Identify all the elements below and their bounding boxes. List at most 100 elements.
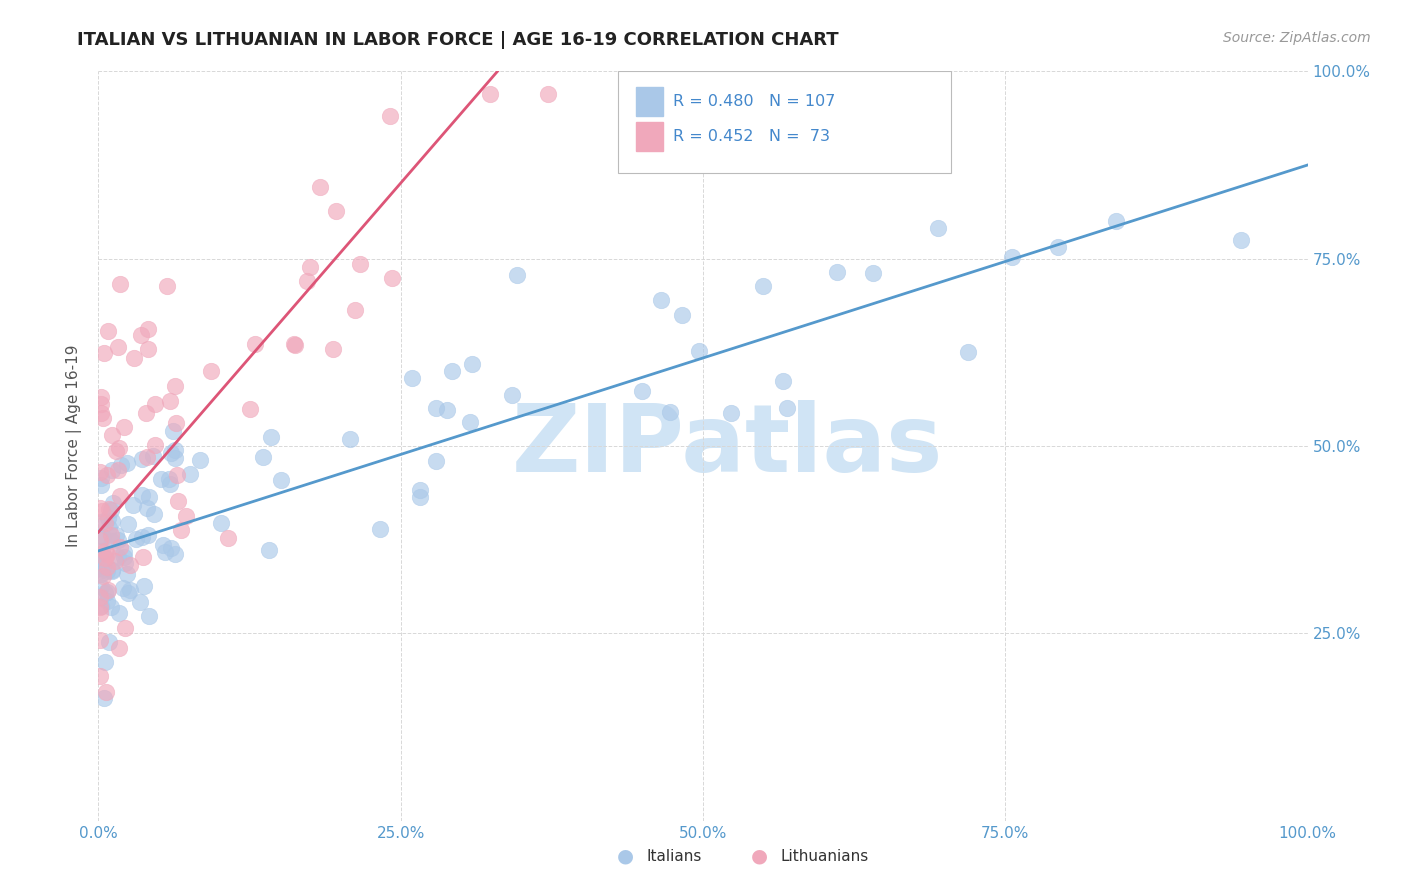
Point xyxy=(252,450,274,464)
Point xyxy=(101,428,124,442)
Point xyxy=(107,549,129,564)
Point xyxy=(460,416,482,430)
Point xyxy=(179,467,201,481)
Point xyxy=(101,533,124,548)
Point xyxy=(370,522,392,536)
Point xyxy=(94,586,117,600)
Point xyxy=(141,449,163,463)
Point xyxy=(90,529,112,543)
Point xyxy=(631,384,654,398)
Point xyxy=(200,364,222,378)
Point xyxy=(94,656,117,670)
Point xyxy=(409,490,432,504)
Point xyxy=(720,406,742,420)
Bar xyxy=(637,87,664,116)
Point xyxy=(409,483,432,498)
Point xyxy=(349,257,371,271)
Point xyxy=(752,279,775,293)
Point xyxy=(138,490,160,504)
Point xyxy=(322,342,344,356)
Point xyxy=(122,351,145,365)
Point xyxy=(425,454,447,468)
Point xyxy=(188,453,211,467)
Point xyxy=(167,494,190,508)
Point xyxy=(90,390,112,404)
Point xyxy=(115,456,138,470)
Point xyxy=(120,583,142,598)
Point xyxy=(100,528,122,542)
Point xyxy=(90,559,112,574)
Point xyxy=(506,268,529,282)
Point xyxy=(108,277,131,291)
Point xyxy=(94,516,117,530)
Point xyxy=(90,567,112,582)
Point xyxy=(131,451,153,466)
Point xyxy=(89,590,111,604)
Text: ●: ● xyxy=(617,847,634,866)
Point xyxy=(110,458,132,472)
Text: Source: ZipAtlas.com: Source: ZipAtlas.com xyxy=(1223,31,1371,45)
Point xyxy=(537,87,560,101)
Point xyxy=(209,516,232,531)
Point xyxy=(153,544,176,558)
Point xyxy=(284,338,307,352)
Point xyxy=(117,516,139,531)
Point xyxy=(163,451,186,466)
Point xyxy=(103,496,125,510)
Point xyxy=(96,467,118,482)
Point xyxy=(114,556,136,570)
Point xyxy=(143,438,166,452)
Point xyxy=(97,634,120,648)
Point xyxy=(131,488,153,502)
Point xyxy=(112,420,135,434)
Text: Italians: Italians xyxy=(647,849,702,863)
Point xyxy=(650,293,672,307)
Point xyxy=(94,550,117,565)
Point xyxy=(93,543,115,558)
Point xyxy=(239,401,262,416)
Point xyxy=(129,327,152,342)
Point xyxy=(129,595,152,609)
Point xyxy=(112,581,135,595)
Point xyxy=(117,586,139,600)
Point xyxy=(136,322,159,336)
Point xyxy=(131,550,153,565)
Point xyxy=(100,503,122,517)
Point xyxy=(90,504,112,518)
Point xyxy=(120,558,142,572)
Point xyxy=(135,406,157,420)
Point xyxy=(217,531,239,545)
Point xyxy=(97,325,120,339)
Point xyxy=(501,388,523,402)
Text: ●: ● xyxy=(751,847,768,866)
Text: R = 0.452   N =  73: R = 0.452 N = 73 xyxy=(672,129,830,144)
Point xyxy=(136,342,159,356)
Point xyxy=(165,416,187,430)
Point xyxy=(97,510,120,524)
Point xyxy=(688,344,710,359)
Point xyxy=(260,430,283,444)
Text: Lithuanians: Lithuanians xyxy=(780,849,869,863)
Point xyxy=(138,608,160,623)
Point xyxy=(93,530,115,544)
Point xyxy=(478,87,501,101)
Point xyxy=(425,401,447,416)
Point xyxy=(96,584,118,599)
Text: ZIPatlas: ZIPatlas xyxy=(512,400,943,492)
Point xyxy=(89,600,111,615)
Point xyxy=(112,545,135,559)
Point xyxy=(957,345,980,359)
Point xyxy=(90,478,112,492)
Point xyxy=(114,620,136,634)
Point xyxy=(309,180,332,194)
Text: R = 0.480   N = 107: R = 0.480 N = 107 xyxy=(672,94,835,109)
Point xyxy=(100,600,122,615)
Point xyxy=(257,543,280,558)
Point xyxy=(381,271,404,285)
Point xyxy=(90,544,112,558)
Point xyxy=(90,406,112,420)
Point xyxy=(112,549,135,564)
Point xyxy=(125,532,148,546)
Point xyxy=(159,477,181,491)
Point xyxy=(270,473,292,487)
